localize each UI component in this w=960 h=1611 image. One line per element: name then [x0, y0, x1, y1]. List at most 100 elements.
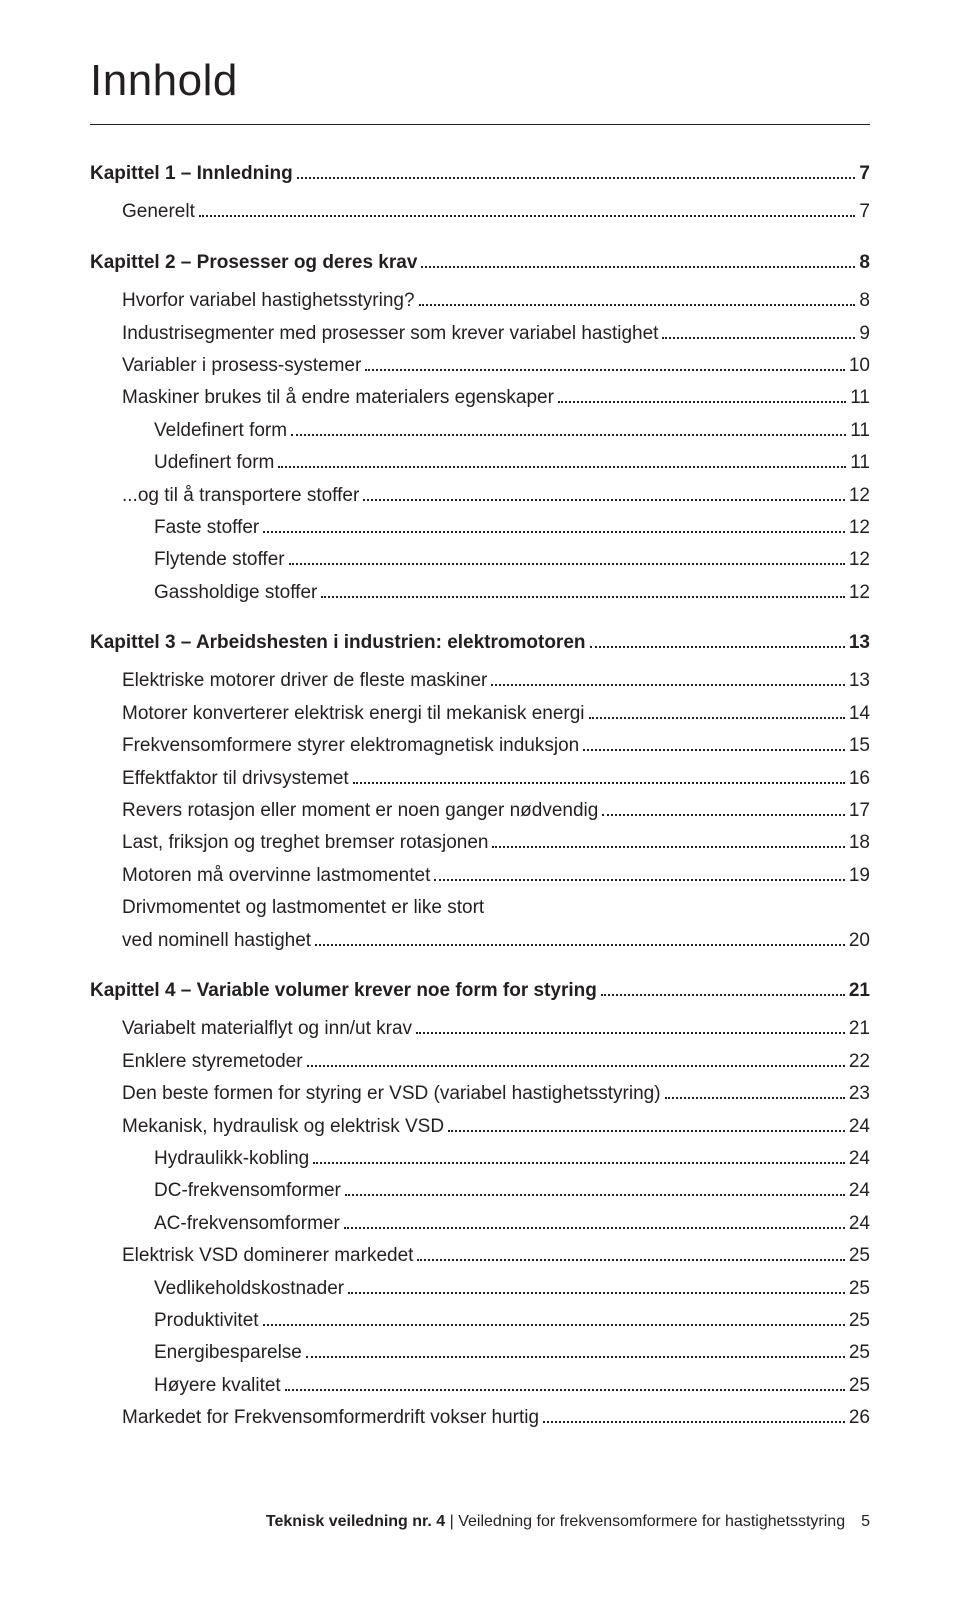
- toc-entry: DC-frekvensomformer24: [90, 1176, 870, 1206]
- toc-leader: [365, 354, 845, 371]
- toc-entry-label: ...og til å transportere stoffer: [122, 481, 359, 511]
- toc-entry: AC-frekvensomformer24: [90, 1209, 870, 1239]
- toc-entry: Gassholdige stoffer 12: [90, 578, 870, 608]
- toc-entry-label: Markedet for Frekvensomformerdrift vokse…: [122, 1403, 539, 1433]
- toc-entry-page: 13: [849, 666, 870, 696]
- toc-entry: Den beste formen for styring er VSD (var…: [90, 1079, 870, 1109]
- toc-entry-label: Den beste formen for styring er VSD (var…: [122, 1079, 661, 1109]
- toc-entry-page: 12: [849, 513, 870, 543]
- toc-leader: [491, 669, 845, 686]
- page-footer: Teknisk veiledning nr. 4 | Veiledning fo…: [90, 1513, 870, 1531]
- toc-entry: Produktivitet 25: [90, 1306, 870, 1336]
- toc-entry-label: Last, friksjon og treghet bremser rotasj…: [122, 828, 488, 858]
- toc-entry-label: Elektriske motorer driver de fleste mask…: [122, 666, 487, 696]
- toc-entry: Markedet for Frekvensomformerdrift vokse…: [90, 1403, 870, 1433]
- toc-entry-label: Frekvensomformere styrer elektromagnetis…: [122, 731, 579, 761]
- toc-chapter-label: Kapittel 2 – Prosesser og deres krav: [90, 248, 417, 278]
- toc-entry-page: 10: [849, 351, 870, 381]
- toc-entry-label: Motorer konverterer elektrisk energi til…: [122, 699, 585, 729]
- toc-entry-label: Faste stoffer: [154, 513, 259, 543]
- toc-entry: Motorer konverterer elektrisk energi til…: [90, 699, 870, 729]
- toc-entry-label: Generelt: [122, 197, 195, 227]
- toc-leader: [543, 1406, 845, 1423]
- toc-entry: Generelt 7: [90, 197, 870, 227]
- toc-entry-label: Gassholdige stoffer: [154, 578, 317, 608]
- toc-entry-page: 11: [850, 416, 870, 446]
- toc-entry: Høyere kvalitet 25: [90, 1371, 870, 1401]
- toc-entry-page: 12: [849, 481, 870, 511]
- toc-leader: [307, 1050, 845, 1067]
- toc-entry-page: 11: [850, 448, 870, 478]
- toc-entry-page: 25: [849, 1371, 870, 1401]
- footer-sep: |: [445, 1513, 458, 1530]
- toc-entry-page: 12: [849, 545, 870, 575]
- toc-leader: [278, 451, 846, 468]
- toc-entry-label: Produktivitet: [154, 1306, 259, 1336]
- toc-entry: Variabler i prosess-systemer 10: [90, 351, 870, 381]
- toc-leader: [602, 799, 845, 816]
- toc-entry-page: 20: [849, 926, 870, 956]
- toc-entry: Last, friksjon og treghet bremser rotasj…: [90, 828, 870, 858]
- toc-leader: [263, 1309, 845, 1326]
- toc-entry-page: 7: [859, 197, 870, 227]
- toc-entry-label: Hvorfor variabel hastighetsstyring?: [122, 286, 415, 316]
- toc-entry: Mekanisk, hydraulisk og elektrisk VSD24: [90, 1112, 870, 1142]
- toc-entry-label: Mekanisk, hydraulisk og elektrisk VSD: [122, 1112, 444, 1142]
- toc-chapter-head: Kapittel 1 – Innledning 7: [90, 159, 870, 189]
- toc-leader: [263, 516, 845, 533]
- toc-entry: ...og til å transportere stoffer 12: [90, 481, 870, 511]
- toc-entry-label: Energibesparelse: [154, 1338, 302, 1368]
- toc-entry: Maskiner brukes til å endre materialers …: [90, 383, 870, 413]
- toc-entry-page: 19: [849, 861, 870, 891]
- toc-entry-label: Variabler i prosess-systemer: [122, 351, 361, 381]
- toc-leader: [353, 767, 845, 784]
- toc-entry: Veldefinert form11: [90, 416, 870, 446]
- footer-title: Veiledning for frekvensomformere for has…: [458, 1513, 845, 1530]
- toc-entry: Elektrisk VSD dominerer markedet25: [90, 1241, 870, 1271]
- toc-entry-page: 24: [849, 1144, 870, 1174]
- toc-entry: Vedlikeholdskostnader25: [90, 1274, 870, 1304]
- toc-entry-label: Variabelt materialflyt og inn/ut krav: [122, 1014, 412, 1044]
- toc-leader: [313, 1147, 845, 1164]
- toc-entry-page: 25: [849, 1306, 870, 1336]
- toc-entry: Enklere styremetoder22: [90, 1047, 870, 1077]
- toc-leader: [315, 929, 845, 946]
- toc-chapter-page: 21: [849, 976, 870, 1006]
- toc-leader: [344, 1212, 845, 1229]
- toc-leader: [416, 1017, 845, 1034]
- toc-entry-page: 12: [849, 578, 870, 608]
- toc-leader: [662, 321, 855, 338]
- toc-chapter-page: 7: [859, 159, 870, 189]
- toc-leader: [345, 1179, 845, 1196]
- toc-entry: Frekvensomformere styrer elektromagnetis…: [90, 731, 870, 761]
- toc-chapter-label: Kapittel 4 – Variable volumer krever noe…: [90, 976, 597, 1006]
- toc-entry-page: 18: [849, 828, 870, 858]
- toc-entry-page: 11: [850, 383, 870, 413]
- toc-entry-page: 24: [849, 1209, 870, 1239]
- toc-chapter-page: 13: [849, 628, 870, 658]
- toc-leader: [589, 702, 845, 719]
- toc-entry: Industrisegmenter med prosesser som krev…: [90, 319, 870, 349]
- toc-entry-page: 26: [849, 1403, 870, 1433]
- toc-chapter-label: Kapittel 1 – Innledning: [90, 159, 293, 189]
- toc-chapter-page: 8: [859, 248, 870, 278]
- toc-entry-page: 25: [849, 1338, 870, 1368]
- toc-entry: Effektfaktor til drivsystemet16: [90, 764, 870, 794]
- toc-entry: Motoren må overvinne lastmomentet 19: [90, 861, 870, 891]
- toc-leader: [434, 864, 844, 881]
- toc-entry-page: 21: [849, 1014, 870, 1044]
- toc-entry-label: Motoren må overvinne lastmomentet: [122, 861, 430, 891]
- toc-leader: [448, 1114, 845, 1131]
- toc-entry: Flytende stoffer 12: [90, 545, 870, 575]
- toc-entry-page: 24: [849, 1176, 870, 1206]
- toc-leader: [583, 734, 845, 751]
- toc-entry-page: 22: [849, 1047, 870, 1077]
- toc-leader: [289, 548, 845, 565]
- toc-entry-label: Høyere kvalitet: [154, 1371, 281, 1401]
- toc-entry-page: 25: [849, 1274, 870, 1304]
- toc-leader: [665, 1082, 845, 1099]
- toc-leader: [590, 631, 845, 648]
- toc-entry-label: Elektrisk VSD dominerer markedet: [122, 1241, 413, 1271]
- toc-entry-label: Flytende stoffer: [154, 545, 285, 575]
- toc-entry: Variabelt materialflyt og inn/ut krav 21: [90, 1014, 870, 1044]
